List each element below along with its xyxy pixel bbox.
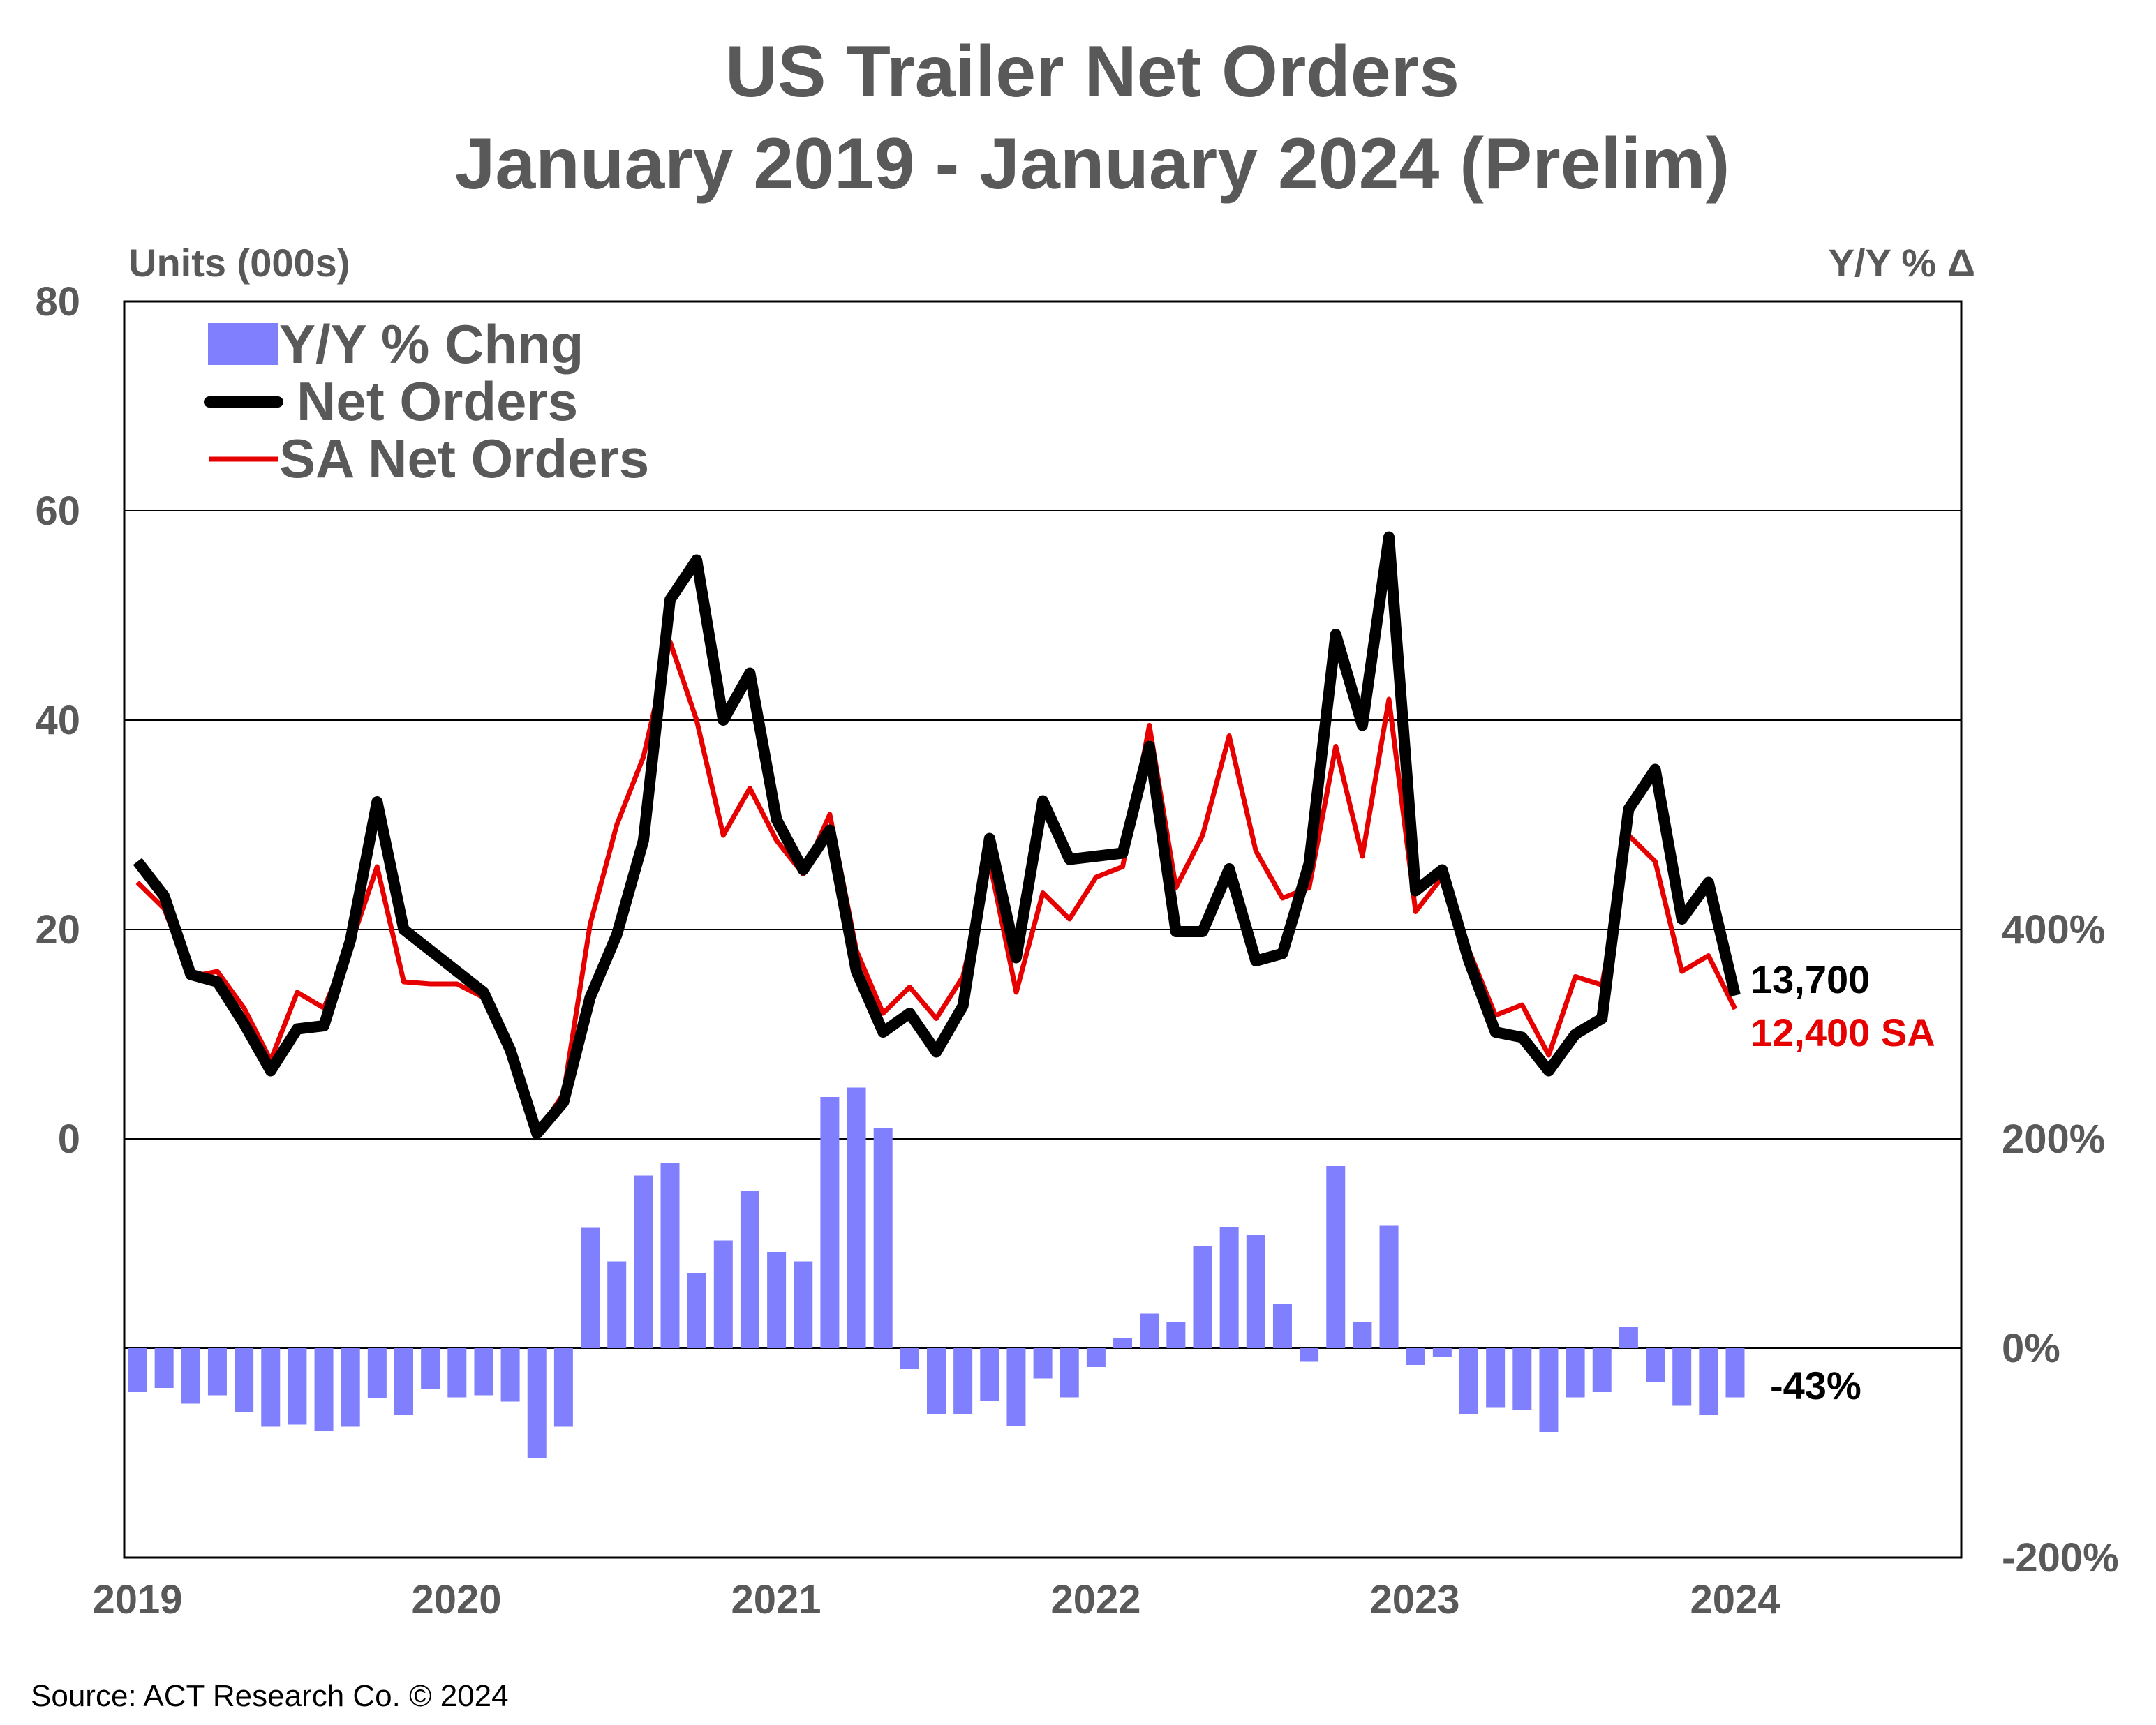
- yy-change-bar: [927, 1348, 946, 1414]
- yy-change-bar: [873, 1128, 893, 1348]
- yy-change-bar: [660, 1163, 680, 1348]
- yy-change-bar: [953, 1348, 973, 1414]
- yy-change-bar: [713, 1240, 733, 1348]
- yy-change-bar: [1646, 1348, 1665, 1382]
- yy-change-bar: [1086, 1348, 1106, 1367]
- y-right-tick-200: 200%: [2002, 1117, 2105, 1162]
- y-right-tick-400: 400%: [2002, 907, 2105, 953]
- yy-change-bar: [1592, 1348, 1612, 1392]
- yy-change-bar: [581, 1227, 600, 1348]
- yy-change-bar: [1113, 1338, 1133, 1348]
- yy-change-bar: [1379, 1225, 1399, 1348]
- yy-change-bar: [181, 1348, 200, 1404]
- yy-change-bar: [474, 1348, 493, 1396]
- sa-net-orders-line: [135, 639, 1738, 1136]
- yy-change-end-label: -43%: [1770, 1364, 1861, 1407]
- y-left-tick-40: 40: [35, 698, 80, 743]
- yy-change-bar: [1539, 1348, 1559, 1432]
- yy-change-bar: [1060, 1348, 1079, 1398]
- yy-change-bar: [207, 1348, 227, 1396]
- yy-change-bar: [1486, 1348, 1506, 1408]
- yy-change-bar: [1672, 1348, 1692, 1406]
- yy-change-bar: [341, 1348, 360, 1427]
- yy-change-bar: [1619, 1327, 1638, 1348]
- chart-title-line-2: January 2019 - January 2024 (Prelim): [455, 124, 1730, 204]
- y-left-axis-label: Units (000s): [128, 241, 350, 285]
- yy-change-bar: [1699, 1348, 1718, 1415]
- yy-change-bar: [687, 1273, 706, 1348]
- yy-change-bar: [1459, 1348, 1478, 1414]
- yy-change-bar: [767, 1252, 787, 1348]
- x-tick-2021: 2021: [731, 1577, 821, 1622]
- yy-change-bar: [394, 1348, 413, 1415]
- yy-change-bar: [1193, 1246, 1212, 1348]
- yy-change-bar: [1166, 1322, 1186, 1348]
- yy-change-bar: [1140, 1313, 1159, 1348]
- yy-change-bar: [500, 1348, 520, 1402]
- y-left-tick-20: 20: [35, 907, 80, 953]
- yy-change-bar: [421, 1348, 440, 1389]
- sa-net-orders-end-label: 12,400 SA: [1750, 1010, 1935, 1054]
- y-left-tick-0: 0: [58, 1117, 80, 1162]
- y-left-tick-80: 80: [35, 279, 80, 324]
- yy-change-bar: [740, 1191, 759, 1348]
- chart-title-line-1: US Trailer Net Orders: [725, 31, 1459, 112]
- yy-change-bar: [1006, 1348, 1026, 1426]
- yy-change-bar: [1272, 1304, 1292, 1348]
- yy-change-bar: [980, 1348, 999, 1401]
- x-tick-2023: 2023: [1369, 1577, 1459, 1622]
- x-tick-2020: 2020: [411, 1577, 501, 1622]
- y-right-tick-minus-200: -200%: [2002, 1535, 2119, 1581]
- plot-frame: [123, 300, 1963, 1559]
- yy-change-bar: [1406, 1348, 1425, 1365]
- yy-change-bar: [1326, 1166, 1346, 1348]
- yy-change-bar: [1033, 1348, 1053, 1379]
- yy-change-bar: [1566, 1348, 1585, 1398]
- yy-change-bar: [1219, 1227, 1239, 1348]
- y-right-tick-0: 0%: [2002, 1326, 2060, 1371]
- yy-change-bar: [607, 1261, 627, 1348]
- yy-change-bar: [314, 1348, 334, 1431]
- yy-change-bars: [128, 1087, 1745, 1458]
- yy-change-bar: [1432, 1348, 1452, 1357]
- legend: Y/Y % Chng Net Orders SA Net Orders: [204, 313, 649, 489]
- yy-change-bar: [794, 1261, 813, 1348]
- yy-change-bar: [634, 1175, 653, 1348]
- yy-change-bar: [1246, 1235, 1265, 1348]
- net-orders-line: [133, 531, 1741, 1140]
- x-tick-2022: 2022: [1050, 1577, 1140, 1622]
- legend-label-yy-change: Y/Y % Chng: [279, 313, 583, 375]
- x-tick-2019: 2019: [92, 1577, 182, 1622]
- source-note: Source: ACT Research Co. © 2024: [31, 1679, 509, 1713]
- y-right-axis-label: Y/Y % Δ: [1829, 241, 1975, 285]
- legend-bar-swatch: [208, 323, 278, 365]
- legend-label-sa-net-orders: SA Net Orders: [279, 428, 649, 489]
- y-left-tick-60: 60: [35, 488, 80, 534]
- yy-change-bar: [288, 1348, 307, 1425]
- yy-change-bar: [1300, 1348, 1319, 1362]
- yy-change-bar: [261, 1348, 281, 1427]
- yy-change-bar: [820, 1097, 840, 1348]
- net-orders-end-label: 13,700: [1750, 957, 1870, 1001]
- yy-change-bar: [900, 1348, 919, 1369]
- yy-change-bar: [847, 1087, 866, 1348]
- yy-change-bar: [1725, 1348, 1745, 1398]
- yy-change-bar: [527, 1348, 547, 1458]
- yy-change-bar: [553, 1348, 573, 1427]
- yy-change-bar: [235, 1348, 254, 1412]
- yy-change-bar: [447, 1348, 467, 1398]
- yy-change-bar: [154, 1348, 174, 1388]
- yy-change-bar: [1353, 1322, 1372, 1348]
- yy-change-bar: [367, 1348, 387, 1398]
- yy-change-bar: [1512, 1348, 1532, 1410]
- yy-change-bar: [128, 1348, 147, 1392]
- legend-label-net-orders: Net Orders: [297, 371, 578, 432]
- x-tick-2024: 2024: [1690, 1577, 1780, 1622]
